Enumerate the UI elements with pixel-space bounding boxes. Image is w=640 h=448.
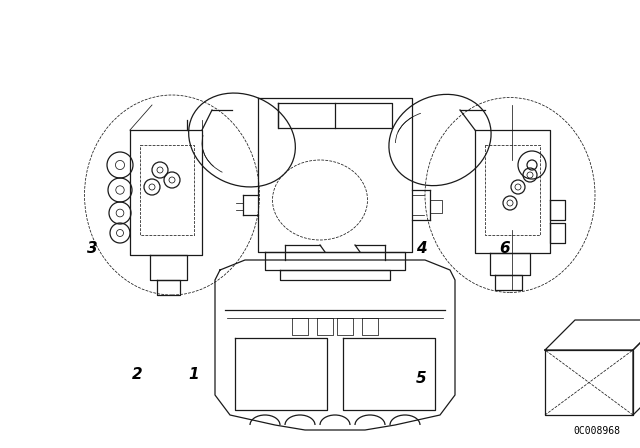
Text: 2: 2 bbox=[132, 366, 143, 382]
Text: 0C008968: 0C008968 bbox=[573, 426, 620, 436]
Text: 4: 4 bbox=[416, 241, 426, 256]
Text: 1: 1 bbox=[188, 366, 198, 382]
Text: 6: 6 bbox=[499, 241, 509, 256]
Text: 5: 5 bbox=[416, 371, 426, 386]
Text: 3: 3 bbox=[88, 241, 98, 256]
